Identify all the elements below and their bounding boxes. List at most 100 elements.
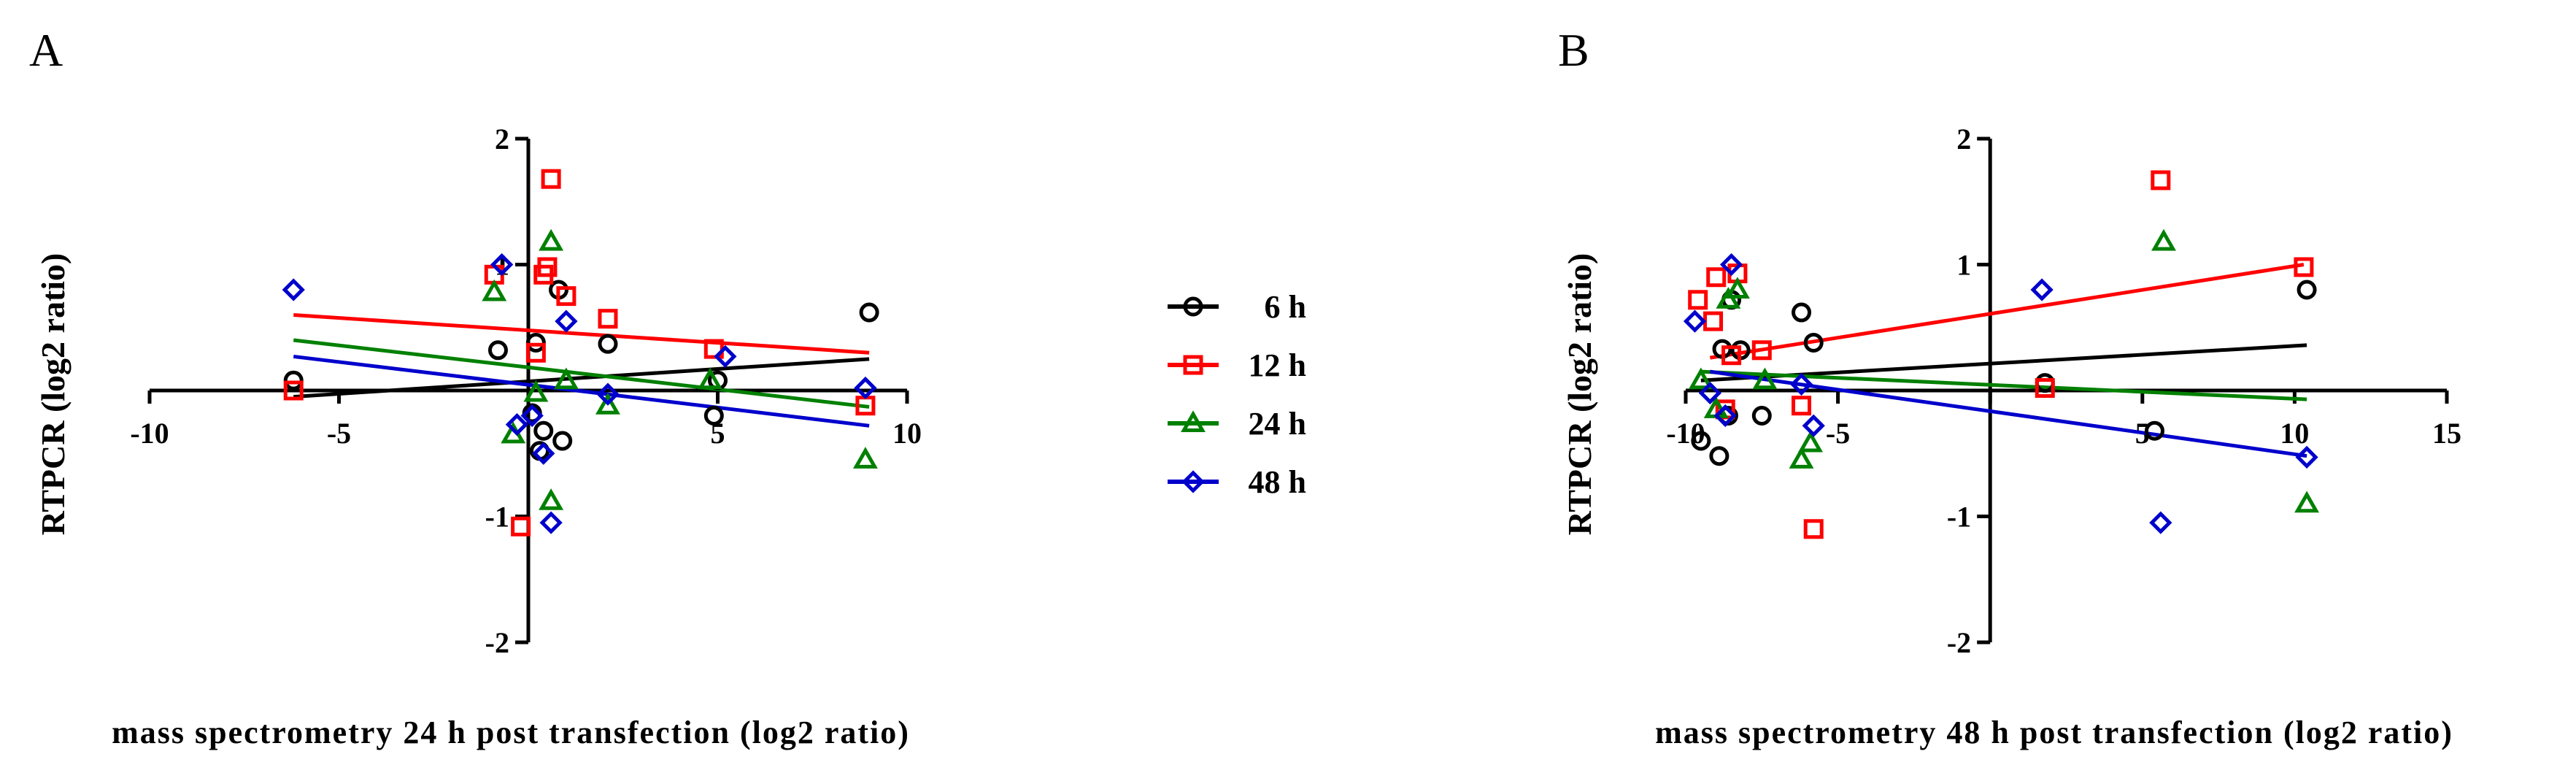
panel-a-points: [282, 169, 879, 536]
panel-a-fit-lines: [293, 313, 870, 428]
panel-a-point-6h: [283, 370, 304, 390]
panel-a-ylabel: RTPCR (log2 ratio): [34, 253, 72, 536]
panel-a-fit-line-12h: [293, 313, 870, 355]
panel-a-point-48h: [490, 253, 514, 277]
panel-a-axes: -10 -5 5 10-2-112: [130, 123, 922, 659]
panel-b-point-48h: [2030, 278, 2054, 301]
legend-marker: [1183, 296, 1203, 317]
panel-a-point-6h: [703, 406, 724, 426]
panel-b-xlabel: mass spectrometry 48 h post transfection…: [1655, 715, 2453, 750]
panel-b-point-6h: [2297, 280, 2317, 300]
panel-b-point-6h: [2144, 420, 2164, 441]
panel-b-point-48h: [1802, 414, 1825, 437]
panel-a-point-12h: [511, 516, 531, 536]
panel-b-point-12h: [1721, 345, 1742, 366]
panel-b-point-24h: [1752, 367, 1778, 390]
panel-a-point-6h: [525, 332, 546, 353]
panel-b-point-12h: [1751, 340, 1772, 361]
panel-b-y-tick-label: -1: [1947, 501, 1971, 534]
legend-label: 24 h: [1249, 406, 1306, 442]
panel-b-point-12h: [1703, 311, 1724, 331]
panel-a-letter: A: [29, 24, 63, 76]
panel-a-point-6h: [533, 420, 554, 441]
panel-a-point-12h: [541, 169, 561, 189]
panel-b-point-48h: [1683, 309, 1707, 333]
panel-a-point-12h: [525, 342, 546, 363]
panel-a-point-12h: [598, 309, 618, 329]
panel-b: B -10-551015-2-112 RTPCR (log2 ratio) ma…: [1558, 24, 2461, 750]
panel-b-point-24h: [1688, 367, 1713, 390]
legend-marker: [1181, 470, 1205, 493]
panel-a-point-24h: [523, 380, 549, 402]
panel-b-point-48h: [2295, 445, 2318, 469]
panel-b-point-6h: [1803, 332, 1824, 353]
legend-label: 6 h: [1265, 289, 1306, 325]
panel-a-point-48h: [505, 412, 529, 436]
panel-a-point-24h: [539, 488, 564, 510]
panel-b-x-tick-label: 15: [2432, 417, 2461, 450]
panel-b-ylabel: RTPCR (log2 ratio): [1561, 253, 1598, 536]
panel-a-point-24h: [482, 279, 507, 301]
panel-b-y-tick-label: 1: [1956, 249, 1971, 282]
panel-b-point-6h: [1691, 431, 1711, 451]
panel-b-point-12h: [1792, 396, 1812, 416]
panel-a-point-24h: [852, 447, 878, 469]
legend: 6 h 12 h 24 h 48 h: [1168, 289, 1306, 500]
panel-a-y-tick-label: -1: [485, 501, 509, 534]
panel-a-point-6h: [598, 334, 618, 354]
panel-a-point-48h: [532, 442, 555, 465]
panel-b-point-48h: [1713, 404, 1737, 428]
panel-a-point-6h: [859, 302, 879, 323]
panel-b-point-6h: [1751, 406, 1772, 426]
panel-b-fit-line-12h: [1709, 263, 2305, 360]
panel-a-point-48h: [539, 511, 563, 534]
panel-a-fit-line-48h: [293, 354, 870, 428]
legend-item: 12 h: [1168, 347, 1306, 383]
legend-marker: [1183, 355, 1203, 375]
panel-a-fit-line-6h: [293, 357, 870, 399]
panel-b-axes: -10-551015-2-112: [1666, 123, 2461, 659]
panel-b-x-tick-label: 10: [2280, 417, 2309, 450]
legend-marker: [1181, 410, 1206, 432]
panel-a-x-tick-label: -10: [130, 417, 169, 450]
panel-a-y-tick-label: 2: [495, 123, 509, 155]
panel-a: A -10 -5 5 10-2-112 RTPCR (log2 ratio) mass…: [29, 24, 922, 750]
panel-b-point-48h: [1789, 372, 1813, 396]
panel-b-point-12h: [2151, 170, 2171, 191]
panel-a-point-48h: [596, 382, 620, 406]
legend-label: 12 h: [1249, 347, 1306, 383]
panel-a-point-48h: [854, 376, 877, 400]
panel-a-xlabel: mass spectrometry 24 h post transfection…: [112, 715, 910, 750]
panel-b-x-tick-label: -5: [1826, 417, 1850, 450]
panel-b-point-48h: [2149, 511, 2172, 534]
panel-a-fit-line-24h: [293, 338, 870, 409]
panel-b-fit-lines: [1700, 263, 2307, 458]
panel-b-point-24h: [1798, 430, 1824, 453]
panel-b-point-6h: [1709, 446, 1729, 466]
panel-a-point-24h: [539, 228, 564, 251]
panel-b-point-12h: [1803, 519, 1824, 539]
panel-a-point-6h: [487, 340, 508, 361]
panel-a-point-12h: [537, 257, 558, 277]
panel-a-point-6h: [552, 431, 573, 451]
panel-b-point-24h: [1789, 447, 1814, 469]
panel-b-point-6h: [1792, 302, 1812, 323]
panel-b-y-tick-label: -2: [1947, 626, 1971, 659]
panel-b-point-12h: [1688, 290, 1708, 310]
panel-b-point-24h: [1724, 277, 1750, 299]
panel-a-point-24h: [595, 393, 620, 415]
panel-a-point-48h: [282, 278, 305, 301]
panel-b-point-48h: [1698, 381, 1722, 405]
legend-label: 48 h: [1249, 464, 1306, 500]
legend-item: 24 h: [1168, 406, 1306, 442]
panel-a-point-24h: [553, 367, 579, 390]
panel-a-point-12h: [283, 380, 304, 401]
panel-b-point-24h: [2294, 490, 2320, 513]
panel-b-points: [1683, 170, 2320, 539]
panel-a-point-48h: [555, 309, 578, 333]
panel-b-point-12h: [2035, 378, 2055, 399]
legend-item: 48 h: [1168, 464, 1306, 500]
panel-b-point-12h: [2294, 257, 2314, 277]
panel-a-point-48h: [714, 345, 737, 369]
